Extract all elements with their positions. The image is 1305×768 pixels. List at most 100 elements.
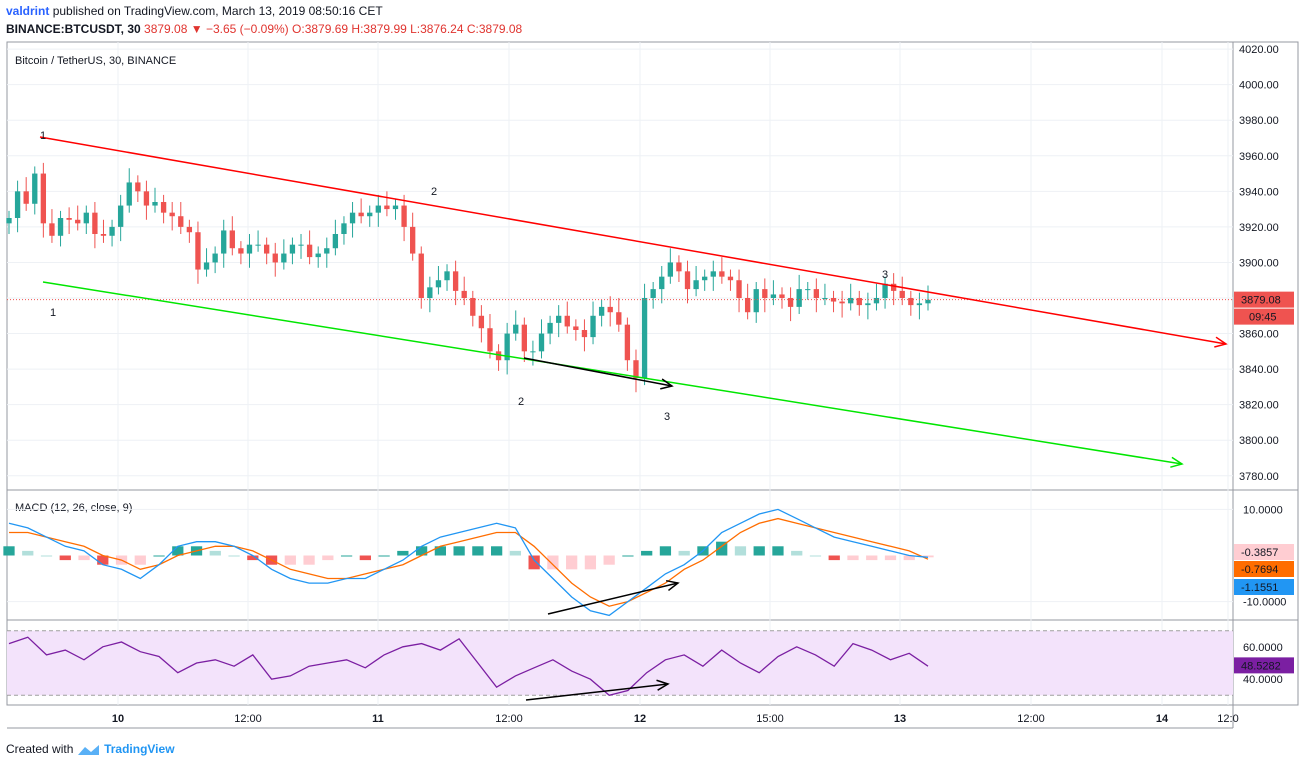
macd-histogram-bar — [209, 550, 221, 556]
time-tick-label: 13 — [894, 713, 906, 725]
wave-label: 3 — [664, 411, 670, 423]
tradingview-logo-icon — [77, 744, 99, 755]
macd-histogram-bar — [603, 555, 615, 565]
candle-body — [341, 223, 347, 234]
countdown-badge — [1234, 308, 1294, 325]
candle-body — [452, 271, 459, 291]
macd-tick-label: -10.0000 — [1243, 597, 1286, 609]
macd-histogram-bar — [509, 550, 522, 556]
time-tick-label: 10 — [112, 713, 124, 725]
macd-tick-label: 10.0000 — [1243, 504, 1283, 516]
macd-histogram-bar — [434, 546, 446, 556]
candle-body — [315, 253, 321, 258]
candle-body — [470, 298, 476, 316]
candle-body — [49, 223, 55, 236]
last-price-label: 3879.08 — [1241, 295, 1281, 307]
candle-body — [487, 328, 493, 352]
rsi-divergence-arrow — [525, 679, 670, 701]
macd-histogram-bar — [3, 546, 15, 556]
support-trendline — [42, 281, 1184, 468]
candle-body — [358, 212, 364, 217]
candle-body — [238, 248, 244, 254]
candle-body — [14, 191, 21, 218]
rsi-line — [8, 636, 929, 697]
macd-histogram-bar — [134, 555, 146, 565]
last-price-badge — [1234, 291, 1294, 308]
macd-histogram-bar — [172, 546, 184, 556]
candle-body — [762, 289, 768, 298]
author-name[interactable]: valdrint — [6, 4, 50, 18]
candle-body — [607, 306, 613, 313]
time-tick-label: 11 — [372, 713, 384, 725]
candle-body — [126, 182, 132, 206]
wave-label: 2 — [518, 396, 524, 408]
candle-body — [504, 333, 510, 361]
countdown-label: 09:45 — [1249, 312, 1277, 324]
candle-body — [556, 315, 562, 323]
candle-body — [229, 230, 235, 249]
price-tick-label: 3840.00 — [1239, 364, 1279, 376]
macd-histogram-bar — [866, 555, 878, 561]
macd-histogram-bar — [922, 555, 934, 558]
candle-body — [856, 298, 862, 306]
macd-histogram-bar — [772, 546, 784, 556]
candle-body — [281, 253, 287, 263]
candle-body — [796, 289, 802, 307]
candle-body — [538, 333, 545, 352]
macd-histogram-bar — [453, 546, 465, 556]
candle-body — [822, 298, 828, 299]
tradingview-brand[interactable]: TradingView — [104, 742, 175, 756]
macd-histogram-bar — [22, 550, 34, 556]
candle-body — [513, 324, 519, 334]
macd-histogram-bar — [491, 546, 503, 556]
candle-body — [890, 283, 897, 291]
candle-body — [598, 306, 605, 316]
macd-histogram-bar — [641, 550, 653, 556]
candle-body — [435, 280, 442, 288]
macd-readout-badge — [1234, 544, 1294, 560]
candle-body — [203, 262, 210, 270]
macd-histogram-bar — [415, 546, 428, 556]
wave-label: 3 — [882, 269, 888, 281]
candle-body — [899, 290, 905, 298]
wave-label: 2 — [431, 186, 437, 198]
macd-histogram-bar — [884, 555, 897, 561]
candle-body — [839, 301, 845, 304]
macd-divergence-arrow — [547, 579, 680, 615]
candle-body — [779, 294, 785, 298]
time-tick-label: 12:0 — [1217, 713, 1238, 725]
candle-body — [744, 298, 751, 313]
candle-body — [478, 315, 485, 329]
price-pane-title: Bitcoin / TetherUS, 30, BINANCE — [15, 55, 176, 67]
macd-histogram-bar — [847, 555, 859, 561]
candle-body — [410, 226, 416, 254]
ohlc-values: O:3879.69 H:3879.99 L:3876.24 C:3879.08 — [292, 22, 523, 36]
wave-label: 1 — [50, 307, 56, 319]
macd-histogram-bar — [340, 555, 353, 557]
macd-histogram-bar — [378, 555, 390, 557]
candle-body — [676, 262, 682, 272]
price-tick-label: 3920.00 — [1239, 222, 1279, 234]
candle-body — [702, 276, 708, 281]
candle-body — [6, 218, 12, 224]
macd-histogram-bar — [828, 555, 840, 561]
candle-body — [882, 283, 888, 298]
candle-body — [908, 298, 914, 306]
macd-histogram-bar — [303, 555, 315, 565]
macd-histogram-bar — [791, 550, 803, 556]
rsi-tick-label: 40.0000 — [1243, 674, 1283, 686]
candle-body — [624, 324, 631, 361]
price-tick-label: 3900.00 — [1239, 257, 1279, 269]
published-text: published on TradingView.com, March 13, … — [52, 4, 383, 18]
price-tick-label: 3800.00 — [1239, 435, 1279, 447]
macd-histogram-bar — [809, 555, 822, 557]
candle-body — [727, 276, 734, 281]
candle-body — [770, 294, 777, 298]
candle-body — [57, 218, 64, 236]
macd-readout-label: -0.7694 — [1241, 564, 1278, 576]
macd-histogram-bar — [622, 555, 634, 557]
candle-body — [272, 253, 278, 263]
macd-histogram-bar — [40, 555, 53, 557]
candle-body — [787, 298, 794, 307]
